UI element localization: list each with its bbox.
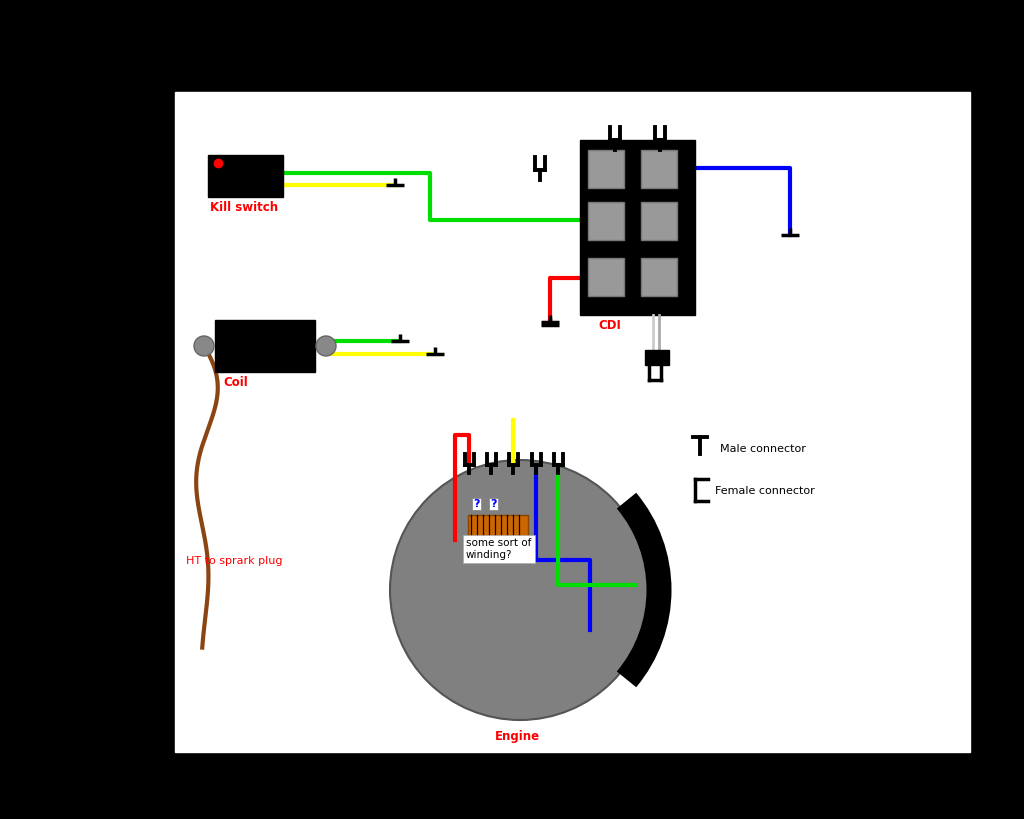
Bar xyxy=(580,140,695,315)
Bar xyxy=(645,350,669,365)
Circle shape xyxy=(316,336,336,356)
Text: some sort of
winding?: some sort of winding? xyxy=(466,538,531,560)
Circle shape xyxy=(194,336,214,356)
Text: Coil: Coil xyxy=(223,376,248,389)
Text: Engine: Engine xyxy=(495,730,540,743)
Bar xyxy=(468,515,528,550)
Text: Female connector: Female connector xyxy=(715,486,815,496)
Text: ?: ? xyxy=(473,499,479,509)
Text: CDI: CDI xyxy=(598,319,621,332)
Bar xyxy=(588,258,624,296)
Bar xyxy=(215,320,315,372)
Bar xyxy=(175,92,970,752)
Bar xyxy=(641,150,677,188)
Bar xyxy=(641,202,677,240)
Text: Kill switch: Kill switch xyxy=(210,201,279,214)
Circle shape xyxy=(390,460,650,720)
Text: HT to sprark plug: HT to sprark plug xyxy=(186,556,283,566)
Bar xyxy=(588,150,624,188)
Text: Male connector: Male connector xyxy=(720,444,806,454)
Bar xyxy=(208,155,283,197)
Text: ?: ? xyxy=(490,499,497,509)
Bar xyxy=(588,202,624,240)
Bar xyxy=(641,258,677,296)
